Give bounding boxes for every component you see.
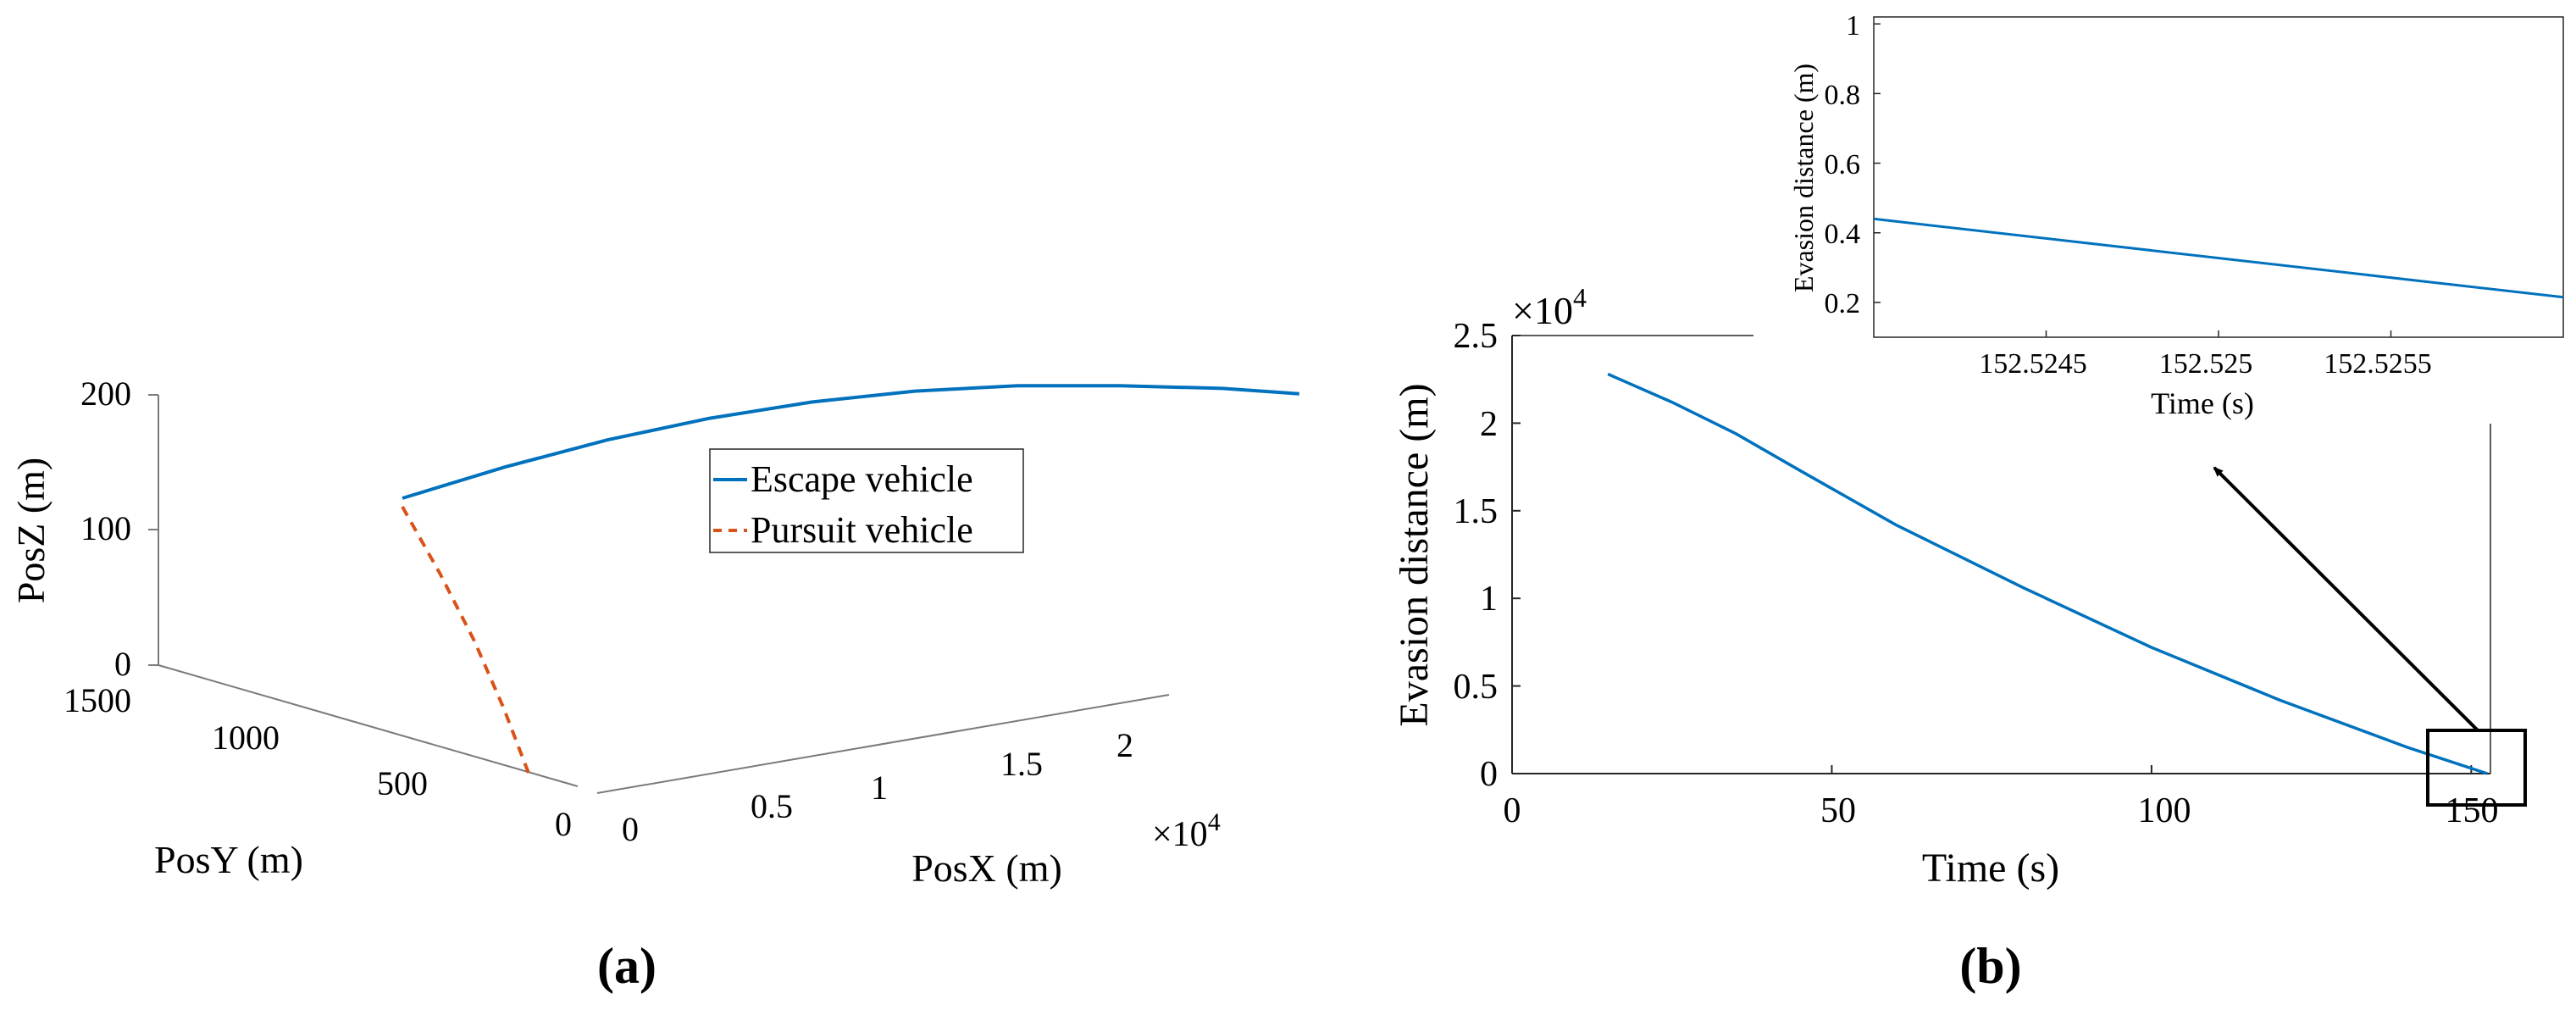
- inset-y-tick-label: 1: [1846, 10, 1860, 42]
- main-y-ticks: [1512, 335, 1521, 774]
- inset-y-tick-label: 0.2: [1825, 288, 1861, 319]
- inset-y-tick-label: 0.8: [1825, 80, 1861, 111]
- inset-x-tick-label: 152.525: [2159, 348, 2253, 380]
- legend-label-pursuit: Pursuit vehicle: [751, 509, 973, 551]
- main-x-tick-label: 150: [2446, 791, 2499, 830]
- legend: Escape vehicle Pursuit vehicle: [709, 448, 1024, 553]
- panel-label-b: (b): [1959, 938, 2021, 994]
- y-axis-line: [158, 664, 579, 787]
- main-y-tick-label: 2: [1480, 405, 1498, 444]
- inset-background: [1753, 0, 2576, 424]
- main-y-tick-label: 1.5: [1454, 492, 1499, 531]
- main-y-axis-label: Evasion distance (m): [1392, 383, 1437, 726]
- inset-y-tick-label: 0.6: [1825, 149, 1861, 180]
- x-tick-label: 1: [871, 769, 888, 807]
- x-axis-line: [596, 694, 1170, 794]
- z-tick-label: 200: [80, 375, 131, 413]
- x-tick-label: 0.5: [751, 787, 793, 825]
- y-tick-label: 1000: [212, 719, 280, 757]
- main-x-tick-label: 100: [2138, 791, 2191, 830]
- y-tick-label: 1500: [64, 681, 131, 719]
- inset-x-tick-label: 152.5255: [2324, 348, 2432, 380]
- inset-evasion-distance-line: [1873, 217, 2564, 299]
- y-axis-label: PosY (m): [154, 838, 303, 881]
- inset-y-axis-label: Evasion distance (m): [1788, 64, 1819, 292]
- inset-x-axis-label: Time (s): [2151, 386, 2254, 420]
- inset-x-ticks: [2045, 330, 2392, 337]
- main-x-tick-label: 0: [1504, 791, 1521, 830]
- main-y-tick-label: 2.5: [1454, 317, 1499, 356]
- z-tick-label: 0: [114, 645, 131, 683]
- z-axis-label: PosZ (m): [9, 458, 53, 604]
- main-x-ticks: [1511, 765, 2473, 774]
- inset-y-ticks: [1874, 23, 1881, 303]
- x-tick-label: 1.5: [1000, 745, 1043, 783]
- main-y-tick-label: 0.5: [1454, 668, 1499, 707]
- main-y-tick-label: 1: [1480, 580, 1498, 619]
- x-tick-label: 2: [1116, 726, 1133, 764]
- legend-label-escape: Escape vehicle: [751, 458, 973, 500]
- main-y-tick-label: 0: [1480, 755, 1498, 794]
- inset-plot: 1 0.8 0.6 0.4 0.2 152.5245 152.525 152.5…: [1753, 0, 2576, 424]
- legend-box: [709, 448, 1024, 553]
- panel-label-a: (a): [597, 938, 656, 994]
- main-x-axis-label: Time (s): [1922, 846, 2059, 891]
- zoom-arrow: [2213, 466, 2479, 732]
- main-y-multiplier: ×104: [1512, 282, 1587, 332]
- main-x-tick-label: 50: [1820, 791, 1856, 830]
- y-tick-label: 0: [555, 805, 572, 843]
- series-line-pursuit-vehicle: [401, 506, 531, 776]
- z-tick-label: 100: [80, 509, 131, 547]
- series-line-escape-vehicle: [402, 384, 1299, 500]
- inset-y-tick-label: 0.4: [1825, 219, 1861, 250]
- panel-b-evasion-distance: 2.5 2 1.5 1 0.5 0 Evasion distance (m) ×…: [1392, 0, 2576, 994]
- x-tick-label: 0: [622, 810, 639, 848]
- evasion-distance-line: [1607, 372, 2488, 775]
- panel-a-3d-plot: 200 100 0 PosZ (m) 1500 1000 500 0 PosY …: [9, 375, 1299, 994]
- x-axis-multiplier: ×104: [1152, 808, 1221, 854]
- y-tick-label: 500: [377, 764, 428, 802]
- x-axis-label: PosX (m): [911, 846, 1062, 890]
- inset-x-tick-label: 152.5245: [1979, 348, 2087, 380]
